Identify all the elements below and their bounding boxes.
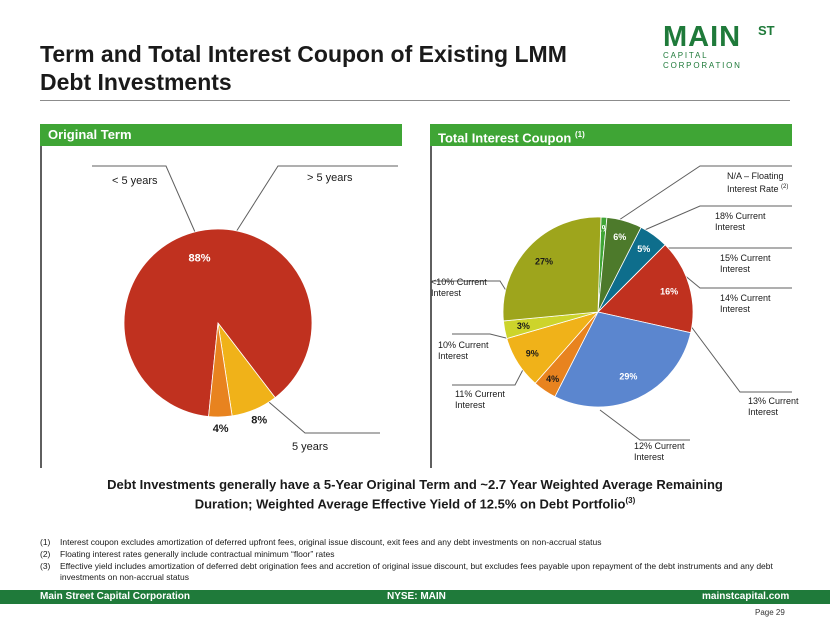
- title-divider: [40, 100, 790, 101]
- summary-statement: Debt Investments generally have a 5-Year…: [60, 477, 770, 512]
- interest-coupon-header-sup: (1): [575, 130, 585, 139]
- footnote-1: (1) Interest coupon excludes amortizatio…: [40, 537, 800, 548]
- page-number: Page 29: [755, 608, 785, 617]
- pie-slice-label: 3%: [517, 321, 530, 331]
- pie-slice-label: 4%: [213, 423, 229, 435]
- label-floating-sup: (2): [781, 184, 789, 190]
- pie-slice-label: 6%: [613, 232, 626, 242]
- pie-slice-label: 1%: [597, 224, 610, 234]
- right-section-border: [430, 146, 432, 468]
- leader-r10: [452, 333, 511, 340]
- logo-subtitle: CAPITAL CORPORATION: [663, 51, 742, 70]
- pie-slice-label: 88%: [189, 253, 211, 265]
- pie-slice-label: 8%: [251, 415, 267, 427]
- footnote-3-text: Effective yield includes amortization of…: [60, 561, 773, 582]
- leader-r18: [639, 205, 792, 233]
- pie-slice-label: 9%: [526, 349, 539, 359]
- label-r14: 14% Current Interest: [720, 293, 771, 314]
- footnote-1-num: (1): [40, 537, 51, 547]
- label-under5: < 5 years: [112, 175, 158, 187]
- pie-slice: [208, 322, 233, 418]
- leader-r14: [682, 273, 792, 289]
- company-logo: MAIN ST CAPITAL CORPORATION: [663, 22, 783, 71]
- logo-main-text: MAIN: [663, 21, 742, 53]
- label-r11: 11% Current Interest: [455, 389, 505, 410]
- logo-st-text: ST: [758, 23, 775, 38]
- label-r13: 13% Current Interest: [748, 396, 799, 417]
- left-section-border: [40, 146, 42, 468]
- pie-slice-label: 16%: [660, 286, 678, 296]
- leader-r13: [689, 324, 792, 393]
- label-r10: 10% Current Interest: [438, 340, 489, 361]
- leader-floating: [609, 165, 792, 227]
- pie-slice: [502, 216, 602, 322]
- pie-slice-label: 29%: [619, 371, 637, 381]
- label-r18: 18% Current Interest: [715, 211, 766, 232]
- pie-slice-label: 27%: [535, 256, 553, 266]
- footnote-2: (2) Floating interest rates generally in…: [40, 549, 800, 560]
- footer-website[interactable]: mainstcapital.com: [702, 591, 790, 602]
- pie-slice: [123, 228, 313, 417]
- footnote-2-num: (2): [40, 549, 51, 559]
- pie-slice: [554, 311, 692, 408]
- summary-line-1: Debt Investments generally have a 5-Year…: [107, 477, 723, 492]
- original-term-header: Original Term: [40, 124, 402, 146]
- label-floating: N/A – Floating Interest Rate (2): [727, 171, 797, 195]
- interest-coupon-header-text: Total Interest Coupon: [438, 130, 572, 146]
- pie-slice-label: 4%: [546, 374, 559, 384]
- footnote-3: (3) Effective yield includes amortizatio…: [40, 561, 800, 583]
- footer-ticker: NYSE: MAIN: [387, 591, 446, 602]
- label-lt10: <10% Current Interest: [431, 277, 487, 298]
- summary-sup: (3): [625, 496, 636, 505]
- leader-under5: [92, 165, 196, 233]
- label-over5: > 5 years: [307, 172, 353, 184]
- pie-slice-label: 5%: [637, 244, 650, 254]
- interest-coupon-pie-chart: 1%6% 5% 16% 29% 4% 9% 3% 27%: [502, 216, 694, 408]
- footer-company: Main Street Capital Corporation: [40, 591, 191, 602]
- footer-bar: Main Street Capital Corporation NYSE: MA…: [0, 590, 830, 604]
- leader-five: [262, 396, 380, 434]
- pie-slice: [597, 244, 694, 334]
- footnote-3-num: (3): [40, 561, 51, 571]
- label-five: 5 years: [292, 441, 329, 453]
- original-term-header-text: Original Term: [48, 127, 132, 142]
- footnotes: (1) Interest coupon excludes amortizatio…: [40, 537, 800, 584]
- page-number-value: 29: [775, 608, 785, 617]
- page-title: Term and Total Interest Coupon of Existi…: [40, 41, 567, 95]
- original-term-pie-chart: 88% 8% 4%: [123, 228, 313, 435]
- summary-line-2: Duration; Weighted Average Effective Yie…: [194, 496, 626, 512]
- leader-r12: [599, 409, 690, 441]
- label-floating-text: N/A – Floating Interest Rate: [727, 171, 784, 194]
- interest-coupon-header: Total Interest Coupon (1): [430, 124, 792, 146]
- leader-over5: [235, 165, 398, 233]
- label-r12: 12% Current Interest: [634, 441, 685, 462]
- footnote-1-text: Interest coupon excludes amortization of…: [60, 537, 602, 547]
- label-r15: 15% Current Interest: [720, 253, 771, 274]
- page-label: Page: [755, 608, 774, 617]
- footnote-2-text: Floating interest rates generally includ…: [60, 549, 335, 559]
